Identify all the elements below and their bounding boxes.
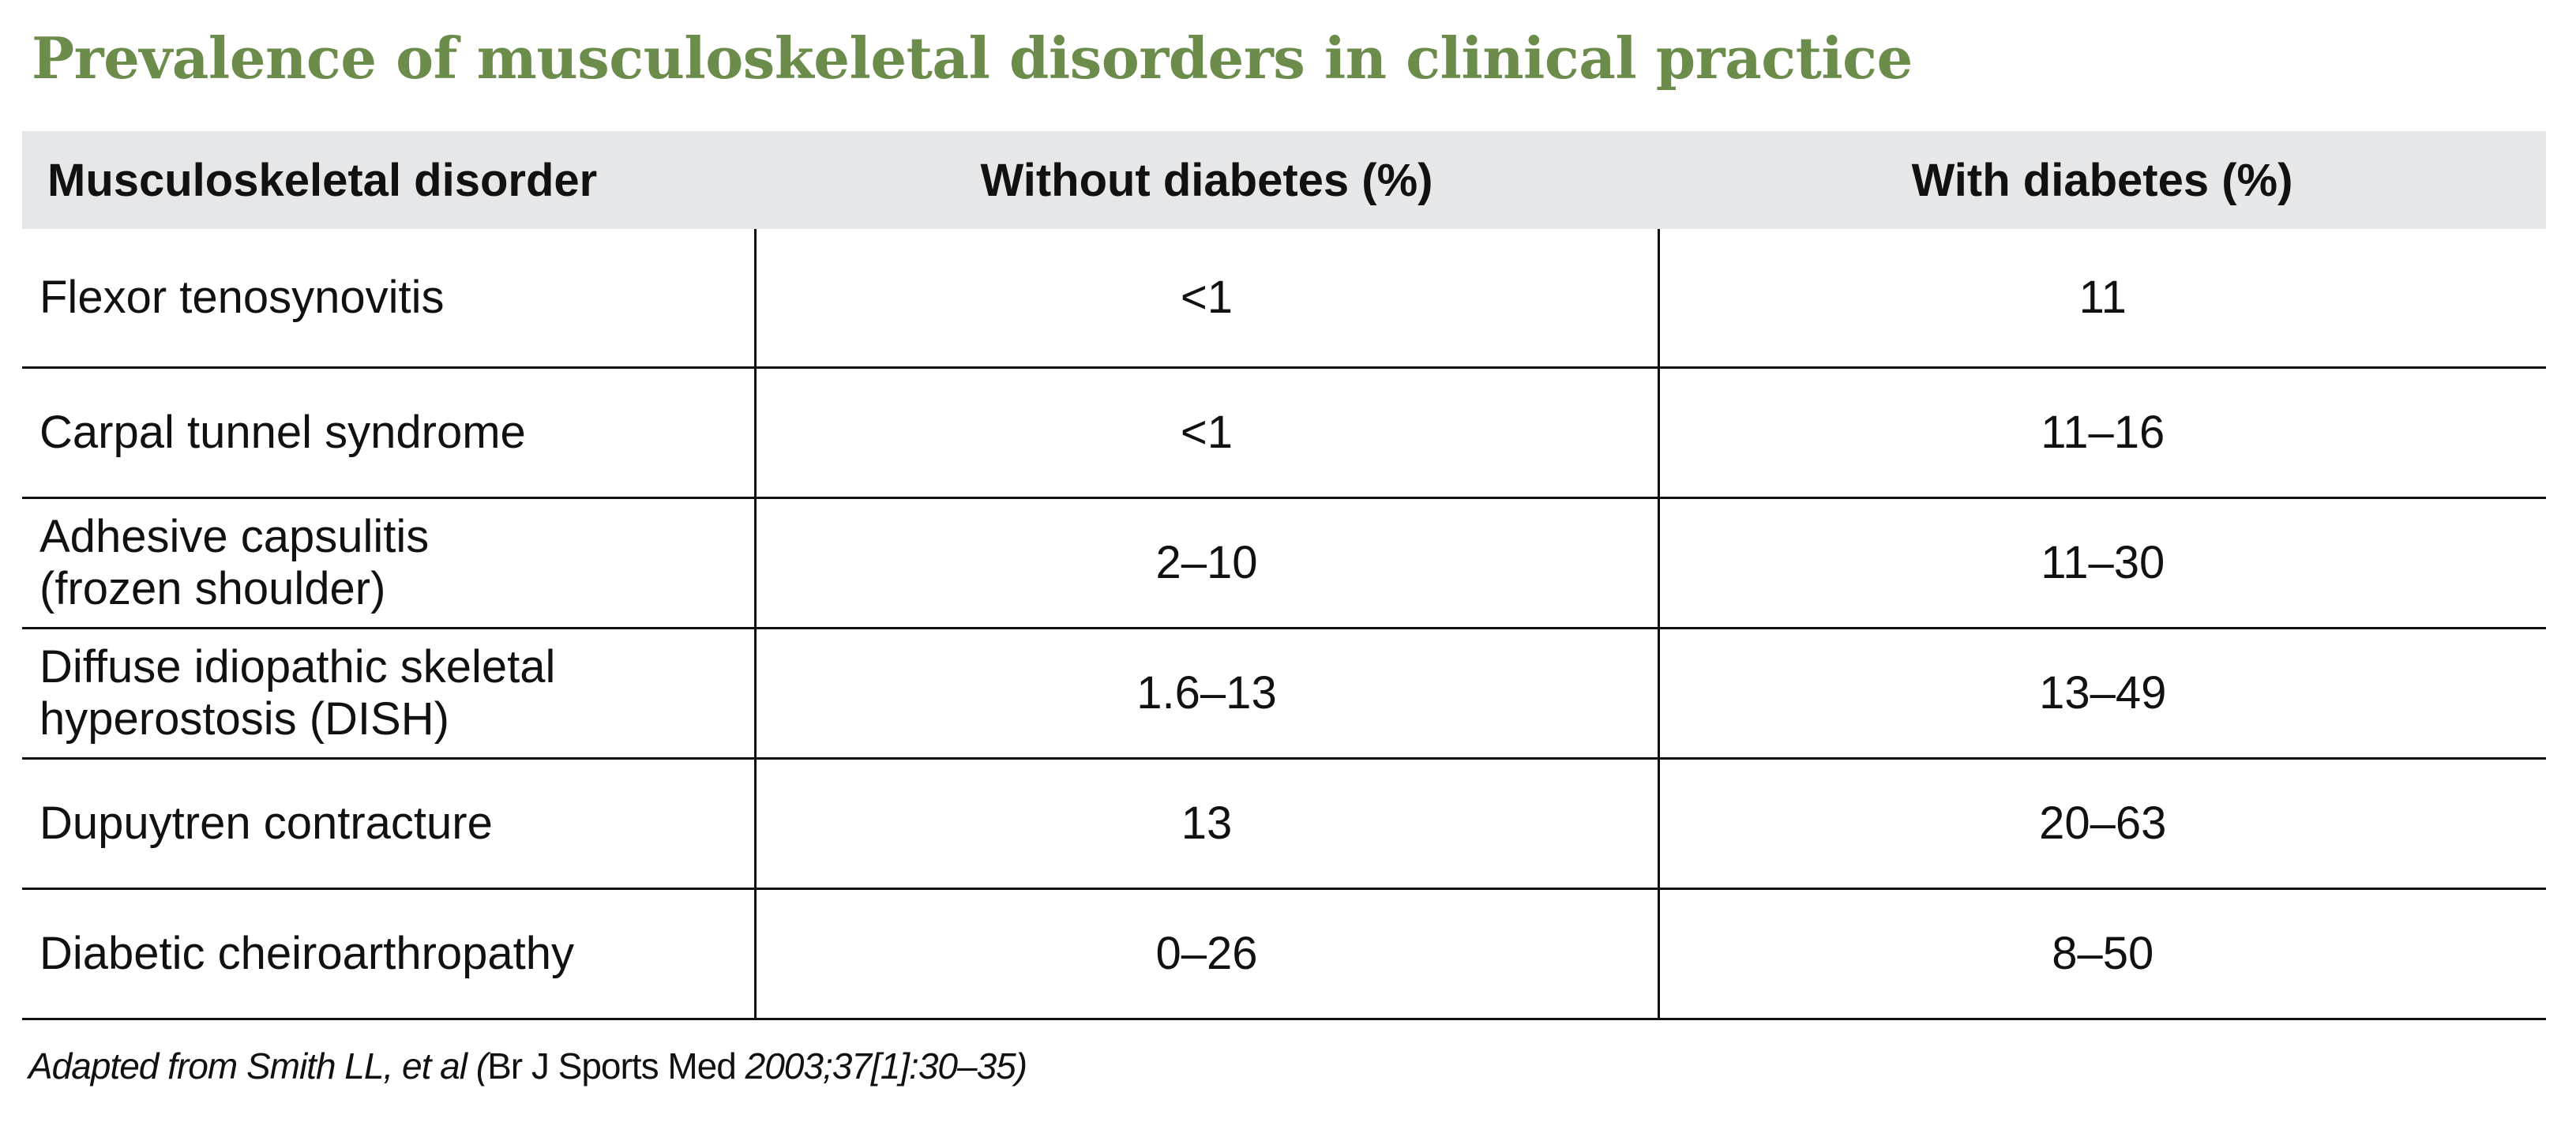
table-body: Flexor tenosynovitis <1 11 Carpal tunnel… — [22, 229, 2546, 1020]
without-diabetes-cell: 13 — [753, 758, 1660, 890]
disorder-line: Carpal tunnel syndrome — [39, 407, 526, 458]
disorder-cell: Carpal tunnel syndrome — [22, 367, 755, 499]
without-diabetes-cell: 1.6–13 — [753, 628, 1660, 760]
with-diabetes-cell: 20–63 — [1658, 758, 2546, 890]
table-row: Dupuytren contracture 13 20–63 — [22, 758, 2546, 890]
disorder-line: hyperostosis (DISH) — [39, 693, 449, 745]
disorder-cell: Adhesive capsulitis (frozen shoulder) — [22, 497, 755, 629]
disorder-line: (frozen shoulder) — [39, 563, 386, 614]
source-citation-lead: Adapted from Smith LL, et al ( — [28, 1045, 488, 1087]
source-citation-ref: 2003;37[1]:30–35) — [735, 1045, 1027, 1087]
table-row: Diffuse idiopathic skeletal hyperostosis… — [22, 628, 2546, 760]
table-row: Adhesive capsulitis (frozen shoulder) 2–… — [22, 497, 2546, 629]
disorder-line: Diabetic cheiroarthropathy — [39, 928, 575, 979]
without-diabetes-cell: 0–26 — [753, 888, 1660, 1020]
table-title: Prevalence of musculoskeletal disorders … — [32, 24, 1913, 92]
table-row: Carpal tunnel syndrome <1 11–16 — [22, 367, 2546, 499]
disorder-line: Diffuse idiopathic skeletal — [39, 641, 556, 692]
source-journal: Br J Sports Med — [487, 1045, 737, 1087]
with-diabetes-cell: 8–50 — [1658, 888, 2546, 1020]
with-diabetes-cell: 11–30 — [1658, 497, 2546, 629]
disorder-cell: Diffuse idiopathic skeletal hyperostosis… — [22, 628, 755, 760]
disorder-line: Dupuytren contracture — [39, 798, 493, 849]
disorder-line: Adhesive capsulitis — [39, 511, 430, 562]
disorder-cell: Diabetic cheiroarthropathy — [22, 888, 755, 1020]
without-diabetes-cell: 2–10 — [753, 497, 1660, 629]
without-diabetes-cell: <1 — [753, 367, 1660, 499]
header-row: Musculoskeletal disorder Without diabete… — [22, 131, 2546, 229]
header-without-diabetes: Without diabetes (%) — [755, 131, 1658, 229]
header-with-diabetes: With diabetes (%) — [1658, 131, 2546, 229]
with-diabetes-cell: 13–49 — [1658, 628, 2546, 760]
disorder-cell: Flexor tenosynovitis — [22, 229, 755, 369]
header-disorder: Musculoskeletal disorder — [22, 131, 755, 229]
without-diabetes-cell: <1 — [753, 229, 1660, 369]
disorder-cell: Dupuytren contracture — [22, 758, 755, 890]
table-header: Musculoskeletal disorder Without diabete… — [22, 131, 2546, 229]
with-diabetes-cell: 11–16 — [1658, 367, 2546, 499]
table-row: Flexor tenosynovitis <1 11 — [22, 229, 2546, 369]
prevalence-table: Musculoskeletal disorder Without diabete… — [22, 131, 2546, 1020]
disorder-line: Flexor tenosynovitis — [39, 272, 445, 323]
source-citation: Adapted from Smith LL, et al (Br J Sport… — [28, 1042, 1027, 1090]
with-diabetes-cell: 11 — [1658, 229, 2546, 369]
table-row: Diabetic cheiroarthropathy 0–26 8–50 — [22, 888, 2546, 1020]
